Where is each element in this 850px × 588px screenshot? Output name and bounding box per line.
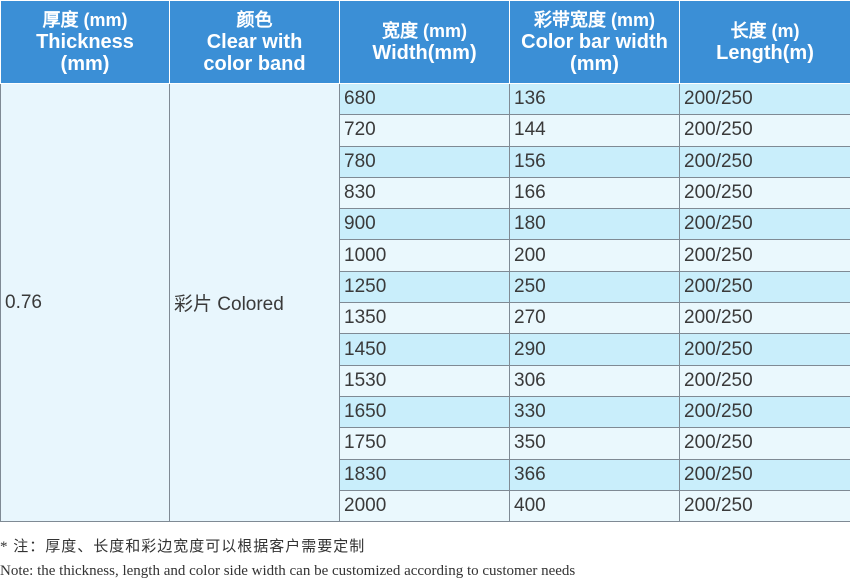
header-thickness-unit: (mm) bbox=[60, 52, 110, 75]
table-row: 780 156 200/250 bbox=[1, 145, 850, 178]
bar-width-cell: 270 bbox=[509, 302, 680, 335]
width-cell: 780 bbox=[339, 145, 510, 178]
bar-width-cell: 330 bbox=[509, 395, 680, 429]
length-cell: 200/250 bbox=[679, 333, 850, 366]
width-cell: 720 bbox=[339, 114, 510, 147]
header-bar-zh: 彩带宽度 (mm) bbox=[534, 9, 655, 30]
table-row: 1350 270 200/250 bbox=[1, 302, 850, 335]
header-thickness: 厚度 (mm) Thickness (mm) bbox=[0, 0, 170, 84]
width-cell: 2000 bbox=[339, 489, 510, 523]
header-width: 宽度 (mm) Width(mm) bbox=[339, 0, 510, 84]
width-cell: 1750 bbox=[339, 427, 510, 460]
length-cell: 200/250 bbox=[679, 364, 850, 397]
length-cell: 200/250 bbox=[679, 114, 850, 147]
color-cell: 彩片 Colored bbox=[169, 82, 340, 523]
width-cell: 1000 bbox=[339, 239, 510, 272]
length-cell: 200/250 bbox=[679, 239, 850, 272]
note-en: Note: the thickness, length and color si… bbox=[0, 563, 576, 579]
spec-table: 厚度 (mm) Thickness (mm) 颜色 Clear with col… bbox=[0, 0, 850, 523]
bar-width-cell: 366 bbox=[509, 458, 680, 491]
header-length-zh: 长度 (m) bbox=[730, 20, 800, 41]
table-row: 2000 400 200/250 bbox=[1, 489, 850, 523]
header-bar-unit: (mm) bbox=[570, 52, 619, 75]
footnotes: * 注：厚度、长度和彩边宽度可以根据客户需要定制 Note: the thick… bbox=[0, 536, 850, 582]
width-cell: 900 bbox=[339, 208, 510, 241]
width-cell: 1350 bbox=[339, 302, 510, 335]
header-color-zh: 颜色 bbox=[236, 9, 273, 30]
bar-width-cell: 290 bbox=[509, 333, 680, 366]
length-cell: 200/250 bbox=[679, 82, 850, 116]
header-color: 颜色 Clear with color band bbox=[169, 0, 340, 84]
table-row: 0.76 彩片 Colored 680 136 200/250 bbox=[0, 82, 850, 523]
length-cell: 200/250 bbox=[679, 302, 850, 335]
table-row: 830 166 200/250 bbox=[1, 176, 850, 210]
length-cell: 200/250 bbox=[679, 395, 850, 429]
header-thickness-en: Thickness bbox=[36, 30, 134, 53]
length-cell: 200/250 bbox=[679, 489, 850, 523]
table-row: 1000 200 200/250 bbox=[1, 239, 850, 272]
width-cell: 1450 bbox=[339, 333, 510, 366]
length-cell: 200/250 bbox=[679, 270, 850, 304]
width-cell: 1830 bbox=[339, 458, 510, 491]
width-cell: 830 bbox=[339, 176, 510, 210]
table-row: 720 144 200/250 bbox=[1, 114, 850, 147]
width-cell: 680 bbox=[339, 82, 510, 116]
length-cell: 200/250 bbox=[679, 145, 850, 178]
bar-width-cell: 180 bbox=[509, 208, 680, 241]
note-zh: * 注：厚度、长度和彩边宽度可以根据客户需要定制 bbox=[0, 539, 366, 555]
thickness-cell: 0.76 bbox=[0, 82, 170, 523]
bar-width-cell: 250 bbox=[509, 270, 680, 304]
header-color-en2: color band bbox=[203, 52, 306, 75]
bar-width-cell: 136 bbox=[509, 82, 680, 116]
bar-width-cell: 200 bbox=[509, 239, 680, 272]
header-length: 长度 (m) Length(m) bbox=[679, 0, 850, 84]
length-cell: 200/250 bbox=[679, 458, 850, 491]
header-thickness-zh: 厚度 (mm) bbox=[42, 9, 128, 30]
table-row: 1530 306 200/250 bbox=[1, 364, 850, 397]
table-row: 1750 350 200/250 bbox=[1, 427, 850, 460]
bar-width-cell: 144 bbox=[509, 114, 680, 147]
bar-width-cell: 400 bbox=[509, 489, 680, 523]
table-row: 1450 290 200/250 bbox=[1, 333, 850, 366]
length-cell: 200/250 bbox=[679, 176, 850, 210]
header-length-en: Length(m) bbox=[716, 41, 814, 64]
header-color-en: Clear with bbox=[206, 30, 303, 53]
header-width-zh: 宽度 (mm) bbox=[382, 20, 467, 41]
table-row: 1830 366 200/250 bbox=[1, 458, 850, 491]
header-bar-en: Color bar width bbox=[521, 30, 668, 53]
width-cell: 1650 bbox=[339, 395, 510, 429]
bar-width-cell: 350 bbox=[509, 427, 680, 460]
width-cell: 1250 bbox=[339, 270, 510, 304]
bar-width-cell: 156 bbox=[509, 145, 680, 178]
bar-width-cell: 306 bbox=[509, 364, 680, 397]
length-cell: 200/250 bbox=[679, 427, 850, 460]
table-row: 900 180 200/250 bbox=[1, 208, 850, 241]
bar-width-cell: 166 bbox=[509, 176, 680, 210]
header-row: 厚度 (mm) Thickness (mm) 颜色 Clear with col… bbox=[0, 0, 850, 84]
length-cell: 200/250 bbox=[679, 208, 850, 241]
width-cell: 1530 bbox=[339, 364, 510, 397]
header-width-en: Width(mm) bbox=[372, 41, 477, 64]
header-bar-width: 彩带宽度 (mm) Color bar width (mm) bbox=[509, 0, 680, 84]
